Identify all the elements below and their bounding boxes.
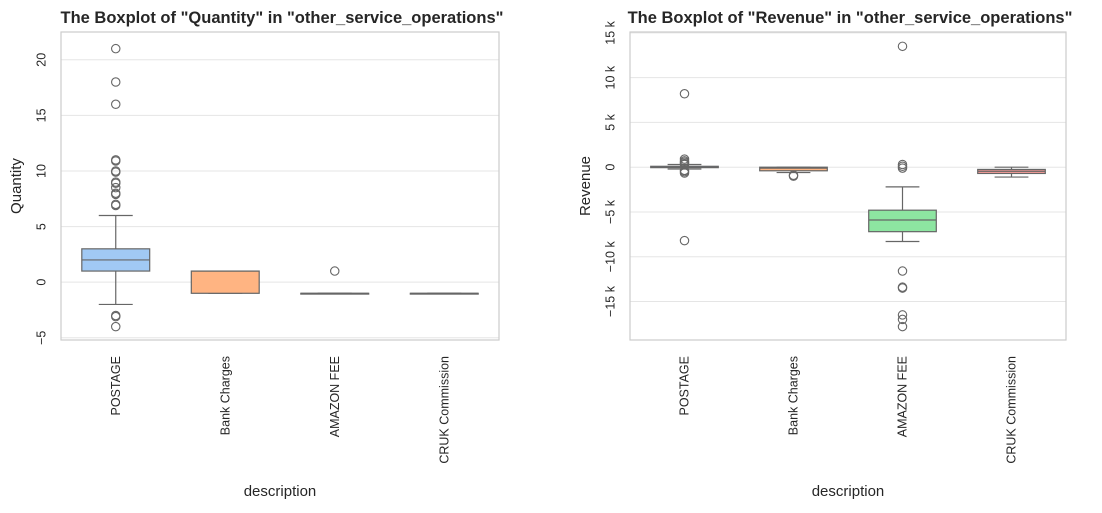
outlier-point <box>897 321 908 332</box>
outlier-point <box>111 43 121 54</box>
y-tick-label: 20 <box>34 53 48 67</box>
box-postage <box>81 43 151 332</box>
y-tick-label: −5 k <box>603 199 617 224</box>
outlier-point <box>111 156 121 166</box>
x-tick-label: Bank Charges <box>787 356 801 435</box>
outlier-point <box>111 99 121 110</box>
outlier-point <box>897 41 908 52</box>
box-postage <box>650 89 719 246</box>
x-tick-label: Bank Charges <box>218 356 232 435</box>
outlier-point <box>897 283 908 293</box>
y-tick-label: 0 <box>603 164 617 171</box>
outlier-point <box>329 266 340 276</box>
y-tick-label: 15 k <box>603 20 617 44</box>
x-tick-label: AMAZON FEE <box>328 356 342 437</box>
y-axis-label: Quantity <box>8 158 25 214</box>
outlier-point <box>111 321 121 332</box>
chart-title: The Boxplot of "Revenue" in "other_servi… <box>628 9 1073 27</box>
y-tick-label: −15 k <box>603 285 617 317</box>
outlier-point <box>111 77 121 87</box>
plot-frame <box>60 31 500 341</box>
outlier-point <box>679 235 690 246</box>
box-iqr <box>190 270 260 294</box>
plot-frame <box>629 31 1067 341</box>
box-cruk-commission <box>409 292 479 295</box>
x-axis-label: description <box>812 483 885 500</box>
outlier-point <box>111 178 121 188</box>
y-tick-label: 5 <box>34 223 48 230</box>
y-tick-label: −10 k <box>603 241 617 273</box>
outlier-point <box>679 89 690 99</box>
box-iqr <box>868 209 937 233</box>
box-bank-charges <box>759 166 828 181</box>
outlier-point <box>897 266 908 276</box>
chart-panel-1: −5 0 5 10 15 20 POSTAGE Bank Charges AMAZON FEE C… <box>8 9 503 500</box>
outlier-point <box>897 310 908 320</box>
y-tick-label: −5 <box>34 331 48 345</box>
x-tick-label: CRUK Commission <box>1005 356 1019 464</box>
outlier-point <box>111 189 121 200</box>
outlier-point <box>111 182 121 193</box>
y-tick-label: 0 <box>34 279 48 286</box>
outlier-point <box>111 311 121 322</box>
x-tick-label: POSTAGE <box>678 356 692 416</box>
x-tick-label: AMAZON FEE <box>896 356 910 437</box>
chart-title: The Boxplot of "Quantity" in "other_serv… <box>61 9 504 27</box>
outlier-point <box>111 200 121 211</box>
y-tick-label: 10 k <box>603 65 617 89</box>
x-tick-label: POSTAGE <box>109 356 123 416</box>
y-tick-label: 5 k <box>603 113 617 130</box>
y-tick-label: 10 <box>34 164 48 178</box>
box-bank-charges <box>190 270 260 294</box>
box-amazon-fee <box>300 266 370 295</box>
outlier-point <box>897 163 908 173</box>
outlier-point <box>111 167 121 177</box>
x-axis-label: description <box>244 483 317 500</box>
box-cruk-commission <box>977 166 1046 178</box>
y-axis-label: Revenue <box>577 156 594 216</box>
x-tick-label: CRUK Commission <box>437 356 451 464</box>
outlier-point <box>788 171 799 181</box>
y-tick-label: 15 <box>34 108 48 122</box>
outlier-point <box>897 314 908 325</box>
chart-panel-2: −15 k −10 k −5 k 0 5 k 10 k 15 k POSTAGE Bank Ch… <box>577 9 1072 500</box>
box-amazon-fee <box>868 41 937 332</box>
outlier-point <box>679 168 690 178</box>
